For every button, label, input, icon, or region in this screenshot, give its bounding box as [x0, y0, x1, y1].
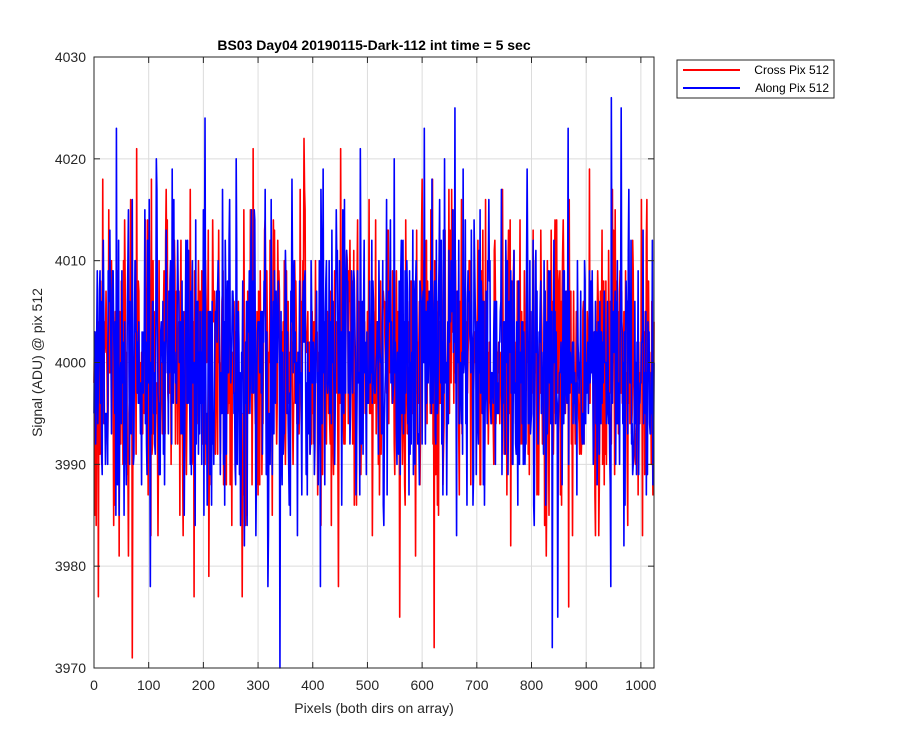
y-axis-label: Signal (ADU) @ pix 512 — [29, 288, 45, 437]
x-tick-label: 100 — [137, 677, 161, 693]
y-tick-label: 3980 — [55, 558, 86, 574]
x-axis-label: Pixels (both dirs on array) — [294, 700, 454, 716]
legend-label-cross: Cross Pix 512 — [754, 63, 829, 77]
x-tick-label: 400 — [301, 677, 325, 693]
series-line-along — [93, 96, 655, 669]
y-tick-label: 3970 — [55, 660, 86, 676]
x-tick-label: 700 — [465, 677, 489, 693]
y-tick-label: 3990 — [55, 456, 86, 472]
y-tick-label: 4030 — [55, 49, 86, 65]
data-series — [93, 96, 655, 669]
x-tick-label: 0 — [90, 677, 98, 693]
x-tick-label: 900 — [575, 677, 599, 693]
y-tick-label: 4020 — [55, 151, 86, 167]
legend-box — [676, 59, 835, 99]
x-tick-label: 600 — [410, 677, 434, 693]
chart-title: BS03 Day04 20190115-Dark-112 int time = … — [217, 37, 530, 53]
legend: Cross Pix 512 Along Pix 512 — [676, 59, 835, 99]
x-tick-label: 1000 — [625, 677, 656, 693]
legend-label-along: Along Pix 512 — [755, 81, 829, 95]
axis-ticks: 0 100 200 300 400 500 600 700 800 900 1000 3970 3980… — [55, 49, 657, 693]
x-tick-label: 500 — [356, 677, 380, 693]
y-tick-label: 4000 — [55, 355, 86, 371]
y-tick-label: 4010 — [55, 253, 86, 269]
x-tick-label: 800 — [520, 677, 544, 693]
x-tick-label: 300 — [246, 677, 270, 693]
x-tick-label: 200 — [192, 677, 216, 693]
